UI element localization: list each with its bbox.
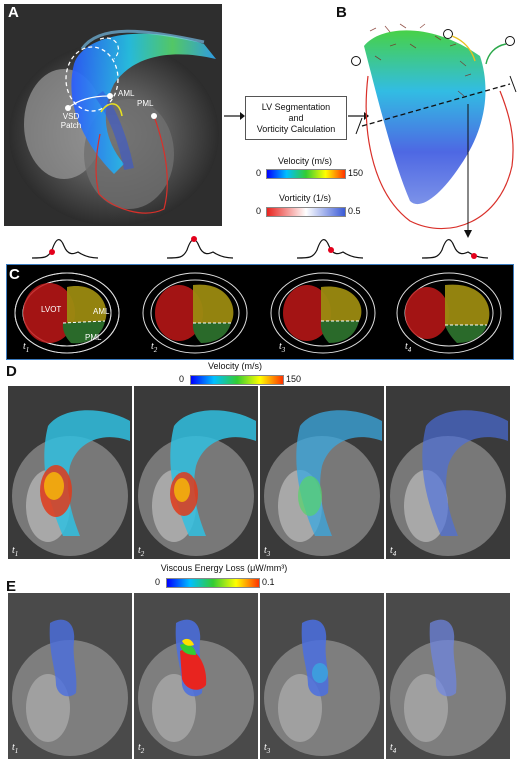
process-box: LV Segmentation and Vorticity Calculatio… [245, 96, 347, 140]
e-frame-t1-sub: 1 [14, 747, 19, 755]
d-image-t2 [134, 386, 258, 559]
c-frame-t2-letter: t [151, 341, 154, 352]
e-frame-t1: t1 [12, 742, 18, 755]
velocity-bar-min: 0 [256, 168, 262, 178]
e-frame-t2-letter: t [138, 742, 141, 753]
d-image-t1 [8, 386, 132, 559]
e-frame-t4: t4 [390, 742, 396, 755]
e-image-t2 [134, 593, 258, 759]
vorticity-colorbar [266, 207, 346, 217]
label-lvot: LVOT [41, 305, 62, 314]
arrow-a-to-process [224, 112, 245, 120]
label-aml-a: AML [118, 89, 135, 98]
c-frame-t1-sub: 1 [25, 346, 30, 354]
velocity-bar-max: 150 [348, 168, 364, 178]
d-frame-t1-letter: t [12, 545, 15, 556]
label-vsd-patch: VSD Patch [56, 112, 86, 130]
panel-a-letter-overlay: A [8, 4, 19, 21]
e-frame-t3-sub: 3 [266, 747, 271, 755]
panel-letter-b: B [336, 4, 347, 21]
c-frame-t1: t1 [23, 341, 29, 354]
e-image-t4 [386, 593, 510, 759]
d-frame-t3-sub: 3 [266, 550, 271, 558]
d-frame-t2-sub: 2 [140, 550, 145, 558]
e-frame-t2-sub: 2 [140, 747, 145, 755]
d-bar-title: Velocity (m/s) [207, 361, 262, 371]
vorticity-bar-max: 0.5 [348, 206, 361, 216]
d-image-t3 [260, 386, 384, 559]
waveform-icon-t4 [421, 239, 489, 259]
e-frame-t3-letter: t [264, 742, 267, 753]
d-bar-max: 150 [286, 374, 302, 384]
e-bar-min: 0 [155, 577, 161, 587]
panel-c-strip: C LVOT AML PML t1 t2 t3 t4 [6, 264, 514, 360]
label-pml-c: PML [85, 333, 102, 342]
d-frame-t3: t3 [264, 545, 270, 558]
vorticity-bar-min: 0 [256, 206, 262, 216]
c-frame-t3: t3 [279, 341, 285, 354]
d-frame-t4: t4 [390, 545, 396, 558]
d-frame-t1-sub: 1 [14, 550, 19, 558]
d-image-t4 [386, 386, 510, 559]
velocity-colorbar [266, 169, 346, 179]
panel-letter-e: E [6, 578, 17, 595]
panel-letter-d: D [6, 363, 17, 380]
d-bar-min: 0 [179, 374, 185, 384]
d-frame-t2-letter: t [138, 545, 141, 556]
e-energy-colorbar [166, 578, 260, 588]
c-frame-t3-sub: 3 [281, 346, 286, 354]
e-bar-title: Viscous Energy Loss (μW/mm³) [160, 563, 288, 573]
d-frame-t2: t2 [138, 545, 144, 558]
e-image-t1 [8, 593, 132, 759]
e-frame-t4-letter: t [390, 742, 393, 753]
e-frame-t3: t3 [264, 742, 270, 755]
c-frame-t4: t4 [405, 341, 411, 354]
e-bar-max: 0.1 [262, 577, 275, 587]
label-pml-a: PML [137, 99, 154, 108]
e-frame-t4-sub: 4 [392, 747, 397, 755]
d-frame-t3-letter: t [264, 545, 267, 556]
d-frame-t4-sub: 4 [392, 550, 397, 558]
c-frame-t2-sub: 2 [153, 346, 158, 354]
process-line2: and [288, 112, 304, 123]
e-image-t3 [260, 593, 384, 759]
panel-letter-c: C [9, 266, 20, 283]
e-frame-t2: t2 [138, 742, 144, 755]
waveform-icon-t3 [296, 239, 364, 259]
panel-a-mri-image [4, 4, 222, 226]
vorticity-bar-title: Vorticity (1/s) [278, 193, 331, 203]
process-line1: LV Segmentation [261, 101, 331, 112]
label-aml-c: AML [93, 307, 110, 316]
e-frame-t1-letter: t [12, 742, 15, 753]
c-frame-t4-sub: 4 [407, 346, 412, 354]
process-line3: Vorticity Calculation [256, 123, 336, 134]
panel-c-vorticity-slices [14, 272, 502, 354]
d-frame-t1: t1 [12, 545, 18, 558]
c-frame-t3-letter: t [279, 341, 282, 352]
d-velocity-colorbar [190, 375, 284, 385]
c-frame-t4-letter: t [405, 341, 408, 352]
vsd-patch-text: VSD Patch [60, 112, 82, 130]
waveform-icon-t1 [31, 239, 99, 259]
waveform-icon-t2 [166, 236, 234, 259]
panel-b-lv-vorticity-diagram [351, 23, 517, 238]
c-frame-t2: t2 [151, 341, 157, 354]
d-frame-t4-letter: t [390, 545, 393, 556]
velocity-bar-title: Velocity (m/s) [277, 156, 332, 166]
c-frame-t1-letter: t [23, 341, 26, 352]
